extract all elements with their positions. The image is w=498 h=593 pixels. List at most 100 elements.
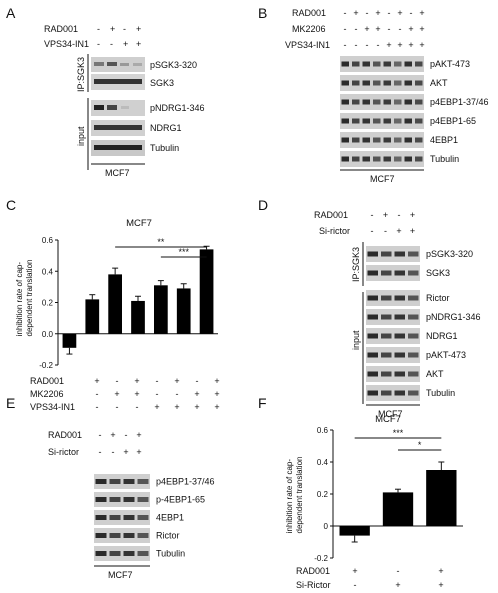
blot-strip bbox=[366, 366, 420, 382]
band bbox=[95, 533, 107, 538]
blot-strip bbox=[366, 309, 420, 325]
band bbox=[381, 352, 392, 358]
group-label-ip: IP:SGK3 bbox=[76, 57, 86, 92]
y-tick-label: -0.2 bbox=[39, 361, 53, 370]
band bbox=[109, 533, 121, 538]
blot-strip bbox=[91, 57, 145, 72]
sign: - bbox=[116, 376, 119, 386]
band bbox=[107, 105, 117, 110]
sign: + bbox=[94, 376, 99, 386]
blot-label: p-4EBP1-65 bbox=[156, 495, 205, 505]
band bbox=[95, 479, 107, 484]
sign: - bbox=[355, 40, 358, 50]
band bbox=[394, 80, 402, 86]
sign: - bbox=[344, 40, 347, 50]
sign: + bbox=[410, 210, 415, 220]
blot-strip bbox=[366, 328, 420, 344]
condition-label: VPS34-IN1 bbox=[44, 39, 89, 49]
band bbox=[408, 352, 419, 358]
band bbox=[383, 61, 391, 67]
sign: + bbox=[154, 402, 159, 412]
band bbox=[94, 125, 142, 130]
sign: + bbox=[136, 24, 141, 34]
sign: - bbox=[377, 40, 380, 50]
band bbox=[120, 63, 129, 66]
sign: - bbox=[410, 8, 413, 18]
band bbox=[383, 156, 391, 162]
blot-label: AKT bbox=[426, 369, 444, 379]
sign: + bbox=[352, 566, 357, 576]
blot-label: p4EBP1-37/46 bbox=[430, 97, 489, 107]
band bbox=[362, 99, 370, 105]
band bbox=[352, 137, 360, 143]
band bbox=[137, 533, 149, 538]
sign: + bbox=[194, 389, 199, 399]
blot-strip bbox=[340, 75, 424, 91]
sign: + bbox=[214, 402, 219, 412]
band bbox=[367, 371, 378, 377]
sign: - bbox=[366, 40, 369, 50]
sign: + bbox=[410, 226, 415, 236]
band bbox=[381, 270, 392, 276]
sign-grid: - + - +- - + + bbox=[99, 430, 142, 457]
blot-strip bbox=[366, 290, 420, 306]
sign: + bbox=[408, 40, 413, 50]
band bbox=[394, 118, 402, 124]
bar bbox=[176, 288, 191, 334]
sign: + bbox=[397, 40, 402, 50]
sign: - bbox=[371, 210, 374, 220]
sign: + bbox=[134, 389, 139, 399]
band bbox=[394, 333, 405, 339]
sign: - bbox=[125, 430, 128, 440]
bar bbox=[62, 333, 77, 348]
condition-label: RAD001 bbox=[314, 210, 348, 220]
blot-strip bbox=[340, 94, 424, 110]
band bbox=[341, 118, 349, 124]
significance-label: * bbox=[418, 440, 422, 450]
band bbox=[383, 80, 391, 86]
band bbox=[394, 352, 405, 358]
sign: - bbox=[123, 24, 126, 34]
band bbox=[415, 99, 423, 105]
panel-label-f: F bbox=[258, 395, 267, 411]
band bbox=[367, 390, 378, 396]
band bbox=[408, 270, 419, 276]
band bbox=[415, 80, 423, 86]
blot-label: pAKT-473 bbox=[430, 59, 470, 69]
band bbox=[94, 105, 104, 110]
sign: + bbox=[419, 40, 424, 50]
band bbox=[408, 314, 419, 320]
sign: + bbox=[383, 210, 388, 220]
sign: + bbox=[214, 389, 219, 399]
panel-b-blots: RAD001 MK2206 VPS34-IN1 - + - + - + - +- - + + - - + +… bbox=[285, 8, 489, 184]
blot-strip bbox=[366, 385, 420, 401]
significance-label: ** bbox=[157, 237, 165, 247]
sign: + bbox=[114, 389, 119, 399]
band bbox=[367, 314, 378, 320]
band bbox=[394, 156, 402, 162]
sign: + bbox=[174, 376, 179, 386]
sign: - bbox=[398, 210, 401, 220]
sign: + bbox=[110, 430, 115, 440]
band bbox=[367, 352, 378, 358]
condition-label: VPS34-IN1 bbox=[30, 402, 75, 412]
band bbox=[95, 551, 107, 556]
y-tick-label: 0.6 bbox=[42, 236, 54, 245]
sign: - bbox=[156, 376, 159, 386]
sign: - bbox=[156, 389, 159, 399]
y-tick-label: 0.4 bbox=[317, 458, 329, 467]
band bbox=[109, 497, 121, 502]
band bbox=[137, 497, 149, 502]
sign: - bbox=[96, 389, 99, 399]
sign: - bbox=[399, 24, 402, 34]
band bbox=[394, 61, 402, 67]
y-tick-label: 0.2 bbox=[42, 299, 54, 308]
sign: + bbox=[136, 447, 141, 457]
band bbox=[362, 118, 370, 124]
band bbox=[394, 314, 405, 320]
panel-f-chart: MCF7 inhibition rate of cap- dependent t… bbox=[285, 414, 463, 590]
band bbox=[373, 118, 381, 124]
blot-strip bbox=[366, 265, 420, 281]
sign: + bbox=[123, 39, 128, 49]
